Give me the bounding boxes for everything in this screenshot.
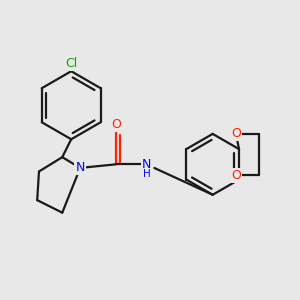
Text: Cl: Cl xyxy=(65,57,77,70)
Text: H: H xyxy=(142,169,150,179)
Text: N: N xyxy=(142,158,151,171)
Text: O: O xyxy=(111,118,121,131)
Text: O: O xyxy=(231,169,241,182)
Text: O: O xyxy=(231,128,241,140)
Text: N: N xyxy=(76,161,85,174)
